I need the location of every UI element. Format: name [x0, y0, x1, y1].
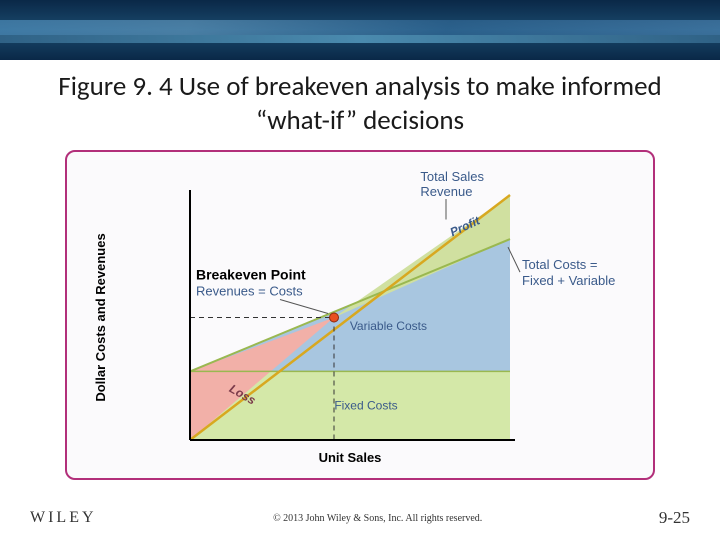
svg-text:Breakeven Point: Breakeven Point: [196, 266, 306, 282]
svg-text:Fixed Costs: Fixed Costs: [334, 398, 397, 412]
chart-frame: Fixed CostsVariable CostsLossProfitTotal…: [65, 150, 655, 480]
wiley-logo: WILEY: [30, 509, 97, 527]
figure-title: Figure 9. 4 Use of breakeven analysis to…: [0, 60, 720, 144]
svg-text:Revenues = Costs: Revenues = Costs: [196, 283, 303, 298]
svg-text:Revenue: Revenue: [420, 184, 472, 199]
svg-text:Dollar Costs and Revenues: Dollar Costs and Revenues: [93, 233, 108, 401]
svg-text:Total Costs =: Total Costs =: [522, 257, 598, 272]
copyright-text: © 2013 John Wiley & Sons, Inc. All right…: [97, 513, 659, 524]
page-number: 9-25: [659, 508, 690, 528]
slide-header-band: [0, 0, 720, 60]
svg-text:Total Sales: Total Sales: [420, 169, 484, 184]
svg-text:Fixed + Variable: Fixed + Variable: [522, 273, 615, 288]
svg-text:Variable Costs: Variable Costs: [350, 318, 427, 332]
svg-text:Unit Sales: Unit Sales: [319, 450, 382, 465]
breakeven-chart: Fixed CostsVariable CostsLossProfitTotal…: [75, 160, 649, 474]
slide-footer: WILEY © 2013 John Wiley & Sons, Inc. All…: [0, 508, 720, 528]
